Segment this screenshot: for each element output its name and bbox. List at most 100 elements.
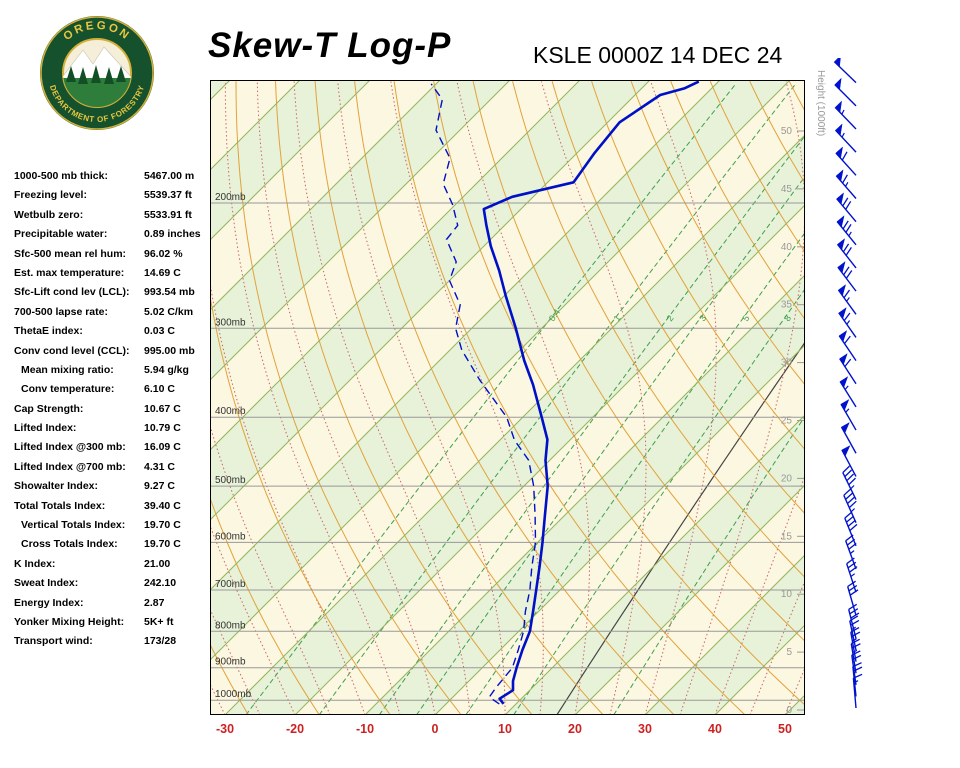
- barb-full: [847, 496, 855, 504]
- index-row: Yonker Mixing Height: 5K+ ft: [14, 614, 214, 633]
- barb-half: [850, 485, 855, 490]
- index-row: Sweat Index: 242.10: [14, 575, 214, 594]
- barb-half: [844, 181, 849, 187]
- index-row: Conv cond level (CCL): 995.00 mb: [14, 343, 214, 362]
- barb-full: [843, 335, 851, 344]
- index-row: ThetaE index: 0.03 C: [14, 323, 214, 342]
- index-row: Est. max temperature: 14.69 C: [14, 265, 214, 284]
- mixing-ratio-label: 3: [697, 313, 708, 323]
- index-label: Precipitable water:: [14, 228, 108, 241]
- index-row: Energy Index: 2.87: [14, 595, 214, 614]
- barb-full: [845, 200, 852, 210]
- height-tick-label: 45: [781, 184, 793, 195]
- height-tick-label: 10: [781, 589, 793, 600]
- index-row: Cross Totals Index: 19.70 C: [14, 536, 214, 555]
- tree-icon: [104, 67, 114, 84]
- index-value: 173/28: [144, 635, 177, 648]
- index-value: 14.69 C: [144, 266, 181, 279]
- barb-flag: [839, 353, 848, 366]
- barb-flag: [840, 399, 850, 411]
- index-label: Sfc-500 mean rel hum:: [14, 247, 127, 260]
- barb-flag: [836, 192, 844, 205]
- barb-flag: [834, 100, 842, 114]
- index-label: Showalter Index:: [14, 480, 99, 493]
- barb-flag: [839, 376, 849, 388]
- pressure-label: 800mb: [215, 620, 246, 631]
- index-label: Conv temperature:: [21, 383, 115, 396]
- barb-flag: [841, 422, 850, 434]
- barb-full: [842, 220, 849, 230]
- height-tick-label: 20: [781, 473, 793, 484]
- wind-barb: [842, 465, 857, 500]
- mixing-ratio-label: 2: [665, 313, 676, 323]
- index-row: Lifted Index @700 mb: 4.31 C: [14, 459, 214, 478]
- plot-area: [210, 80, 805, 715]
- index-value: 4.31 C: [144, 460, 175, 473]
- pressure-label: 400mb: [215, 406, 246, 417]
- barb-full: [844, 358, 852, 368]
- index-row: Vertical Totals Index: 19.70 C: [14, 517, 214, 536]
- wind-barb: [839, 376, 857, 408]
- barb-flag: [835, 146, 843, 159]
- barb-flag: [836, 215, 845, 228]
- height-tick-label: 35: [781, 300, 793, 311]
- pressure-label: 600mb: [215, 531, 246, 542]
- barb-full: [849, 523, 858, 532]
- index-label: Vertical Totals Index:: [21, 519, 126, 532]
- index-value: 39.40 C: [144, 499, 181, 512]
- index-row: Lifted Index: 10.79 C: [14, 420, 214, 439]
- barb-full: [848, 584, 858, 592]
- index-value: 21.00: [144, 557, 171, 570]
- barb-half: [850, 508, 856, 513]
- tree-icon: [78, 67, 88, 84]
- temperature-trace: [482, 80, 700, 705]
- barb-flag: [834, 54, 842, 68]
- barb-half: [844, 385, 849, 390]
- index-label: Yonker Mixing Height:: [14, 615, 125, 628]
- pressure-label: 700mb: [215, 579, 246, 590]
- mixing-ratio-label: 8: [782, 313, 793, 323]
- height-tick-label: 50: [781, 126, 793, 137]
- wind-barb: [835, 169, 857, 199]
- index-label: Transport wind:: [14, 635, 93, 648]
- index-row: Showalter Index: 9.27 C: [14, 478, 214, 497]
- barb-full: [848, 500, 857, 509]
- temp-tick-label: 50: [778, 722, 792, 736]
- height-axis-label: Height (1000ft): [815, 70, 826, 136]
- barb-flag: [838, 284, 847, 297]
- barb-flag: [838, 330, 848, 343]
- index-label: Total Totals Index:: [14, 499, 106, 512]
- barb-flag: [837, 238, 846, 251]
- index-value: 96.02 %: [144, 247, 183, 260]
- wind-barb: [834, 123, 857, 153]
- height-tick-label: 15: [781, 531, 793, 542]
- index-row: Lifted Index @300 mb: 16.09 C: [14, 439, 214, 458]
- odf-logo: OREGON DEPARTMENT OF FORESTRY: [38, 14, 156, 132]
- dry-adiabats: [210, 80, 805, 715]
- height-tick-label: 5: [786, 647, 792, 658]
- barb-full: [845, 247, 852, 256]
- barb-full: [841, 151, 848, 161]
- barb-half: [846, 320, 851, 325]
- temp-tick-label: -20: [286, 722, 304, 736]
- wind-barb: [838, 307, 857, 338]
- wind-barb: [839, 353, 857, 385]
- temp-tick-label: 0: [432, 722, 439, 736]
- barb-full: [843, 312, 851, 321]
- barb-full: [850, 612, 860, 619]
- pressure-label: 200mb: [215, 192, 246, 203]
- wind-barb: [841, 445, 857, 477]
- wind-barb: [834, 77, 857, 107]
- barb-half: [841, 109, 845, 115]
- temp-tick-label: -10: [356, 722, 374, 736]
- index-label: Mean mixing ratio:: [21, 363, 114, 376]
- index-value: 5.94 g/kg: [144, 363, 189, 376]
- index-label: K Index:: [14, 557, 56, 570]
- wind-barb: [836, 238, 857, 269]
- index-row: Total Totals Index: 39.40 C: [14, 498, 214, 517]
- pressure-label: 300mb: [215, 317, 246, 328]
- index-label: Sfc-Lift cond lev (LCL):: [14, 286, 130, 299]
- index-value: 16.09 C: [144, 441, 181, 454]
- barb-half: [846, 297, 850, 302]
- background-bands: [210, 80, 805, 715]
